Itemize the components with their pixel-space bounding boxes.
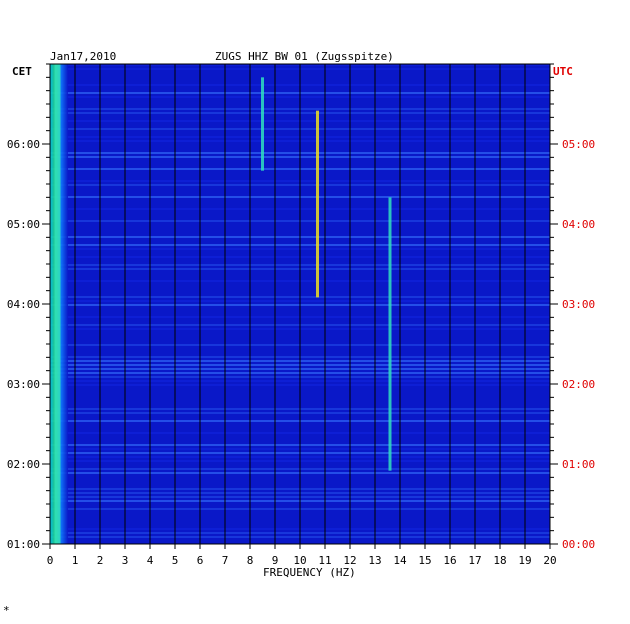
x-tick-label: 9 — [272, 554, 279, 567]
cet-label: CET — [12, 65, 32, 78]
x-tick-label: 1 — [72, 554, 79, 567]
x-tick-label: 5 — [172, 554, 179, 567]
spectral-features — [54, 64, 392, 544]
x-tick-label: 0 — [47, 554, 54, 567]
x-tick-label: 11 — [318, 554, 331, 567]
cet-tick-label: 01:00 — [7, 538, 40, 551]
spectral-line — [261, 77, 264, 171]
x-tick-label: 4 — [147, 554, 154, 567]
x-tick-label: 15 — [418, 554, 431, 567]
utc-tick-label: 03:00 — [562, 298, 595, 311]
x-tick-label: 10 — [293, 554, 306, 567]
x-tick-label: 12 — [343, 554, 356, 567]
cet-tick-label: 04:00 — [7, 298, 40, 311]
cet-tick-label: 06:00 — [7, 138, 40, 151]
chart-title: ZUGS HHZ BW 01 (Zugsspitze) — [215, 50, 394, 63]
utc-tick-label: 02:00 — [562, 378, 595, 391]
x-tick-label: 19 — [518, 554, 531, 567]
cet-tick-label: 02:00 — [7, 458, 40, 471]
grid-lines — [74, 64, 526, 544]
utc-tick-label: 00:00 — [562, 538, 595, 551]
spectral-line — [316, 110, 319, 298]
x-tick-label: 3 — [122, 554, 129, 567]
x-tick-label: 16 — [443, 554, 456, 567]
plot-area — [49, 63, 551, 545]
utc-tick-label: 05:00 — [562, 138, 595, 151]
x-tick-label: 17 — [468, 554, 481, 567]
x-tick-label: 13 — [368, 554, 381, 567]
spectral-line — [388, 197, 392, 471]
x-tick-label: 7 — [222, 554, 229, 567]
x-tick-label: 18 — [493, 554, 506, 567]
corner-mark: * — [3, 604, 10, 617]
cet-tick-label: 03:00 — [7, 378, 40, 391]
utc-tick-label: 01:00 — [562, 458, 595, 471]
x-tick-label: 14 — [393, 554, 407, 567]
x-tick-label: 6 — [197, 554, 204, 567]
cet-tick-label: 05:00 — [7, 218, 40, 231]
x-tick-label: 2 — [97, 554, 104, 567]
chart-date: Jan17,2010 — [50, 50, 116, 63]
spectral-line — [54, 64, 61, 544]
utc-tick-label: 04:00 — [562, 218, 595, 231]
x-tick-label: 20 — [543, 554, 556, 567]
x-axis-label: FREQUENCY (HZ) — [263, 566, 356, 579]
x-tick-label: 8 — [247, 554, 254, 567]
utc-label: UTC — [553, 65, 573, 78]
